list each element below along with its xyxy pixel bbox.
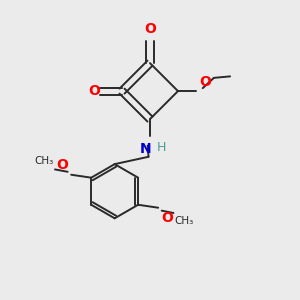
Text: O: O xyxy=(161,211,173,225)
Text: CH₃: CH₃ xyxy=(34,157,54,166)
Text: O: O xyxy=(144,22,156,36)
Text: H: H xyxy=(157,141,166,154)
Text: CH₃: CH₃ xyxy=(175,216,194,226)
Text: N: N xyxy=(140,142,152,156)
Text: O: O xyxy=(88,84,100,98)
Text: O: O xyxy=(56,158,68,172)
Text: O: O xyxy=(199,75,211,89)
